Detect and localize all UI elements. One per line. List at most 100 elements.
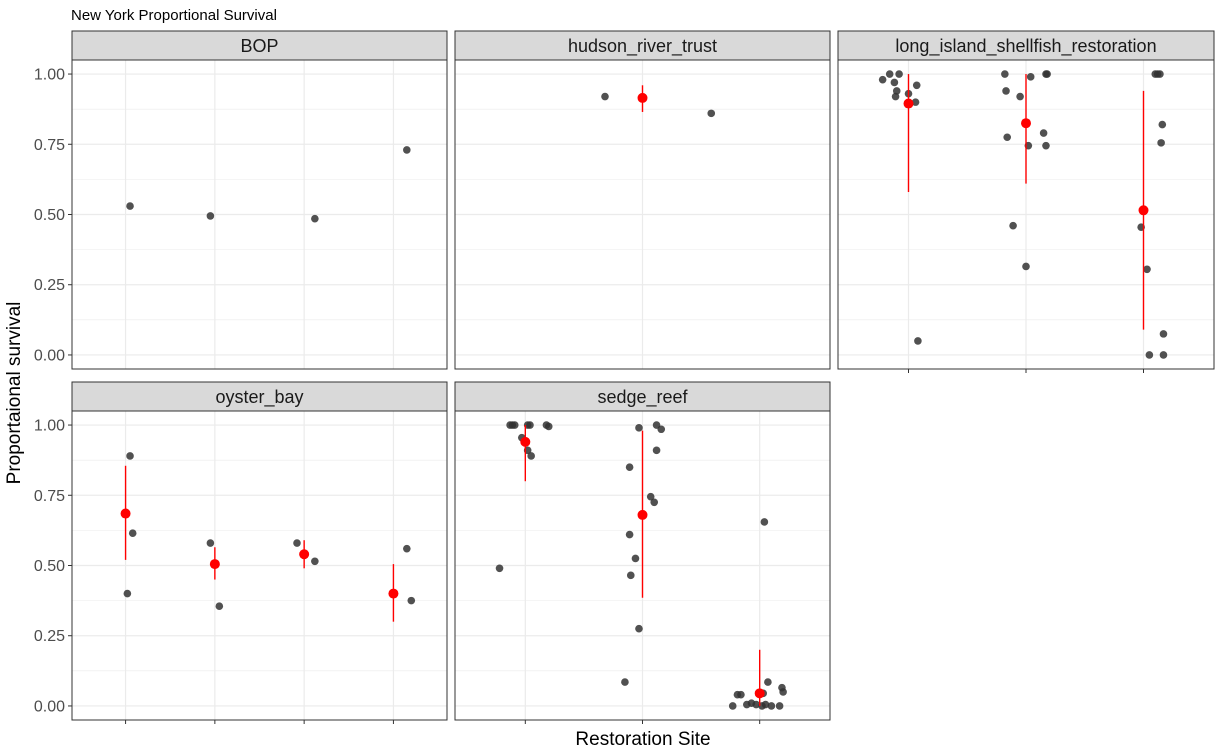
data-point xyxy=(752,700,760,709)
data-point xyxy=(311,214,319,223)
data-point xyxy=(885,70,894,78)
data-point xyxy=(1143,265,1151,274)
data-point xyxy=(206,212,215,220)
y-tick-label: 1.00 xyxy=(34,418,65,435)
panel-border xyxy=(454,59,831,370)
mean-point xyxy=(520,436,531,447)
y-tick-label: 0.50 xyxy=(34,558,65,575)
data-point xyxy=(293,539,301,547)
mean-point xyxy=(120,508,131,519)
data-point xyxy=(911,98,920,106)
data-point xyxy=(1026,73,1035,81)
data-point xyxy=(126,202,134,210)
data-point xyxy=(1159,330,1168,338)
data-point xyxy=(895,70,903,78)
data-point xyxy=(890,78,899,87)
y-axis-title: Proportaional survival xyxy=(4,302,25,485)
data-point xyxy=(1042,141,1050,150)
data-point xyxy=(631,554,640,563)
data-point xyxy=(621,678,629,686)
data-point xyxy=(767,702,776,710)
panel-sedge_reef: sedge_reef xyxy=(454,381,831,724)
facet-label: hudson_river_trust xyxy=(568,36,717,57)
data-point xyxy=(215,602,224,611)
data-point xyxy=(635,424,643,432)
data-point xyxy=(403,146,411,154)
mean-point xyxy=(1138,205,1149,216)
data-point xyxy=(601,92,609,101)
panel-BOP: BOP 0.00 0.25 0.50 0.75 1.00 xyxy=(34,30,448,370)
data-point xyxy=(760,518,769,526)
data-point xyxy=(707,109,716,118)
data-point xyxy=(775,702,784,710)
facet-strip xyxy=(454,381,831,412)
data-point xyxy=(657,425,666,434)
data-point xyxy=(914,337,922,345)
data-point xyxy=(912,81,921,90)
data-point xyxy=(1016,92,1024,101)
facet-label: BOP xyxy=(240,36,278,56)
grid xyxy=(72,60,447,369)
data-point xyxy=(650,498,659,507)
data-point xyxy=(407,596,416,605)
data-point xyxy=(126,452,134,460)
data-point xyxy=(1159,351,1168,359)
facet-label: sedge_reef xyxy=(597,387,688,408)
mean-point xyxy=(903,98,914,109)
data-point xyxy=(1039,129,1048,137)
data-point xyxy=(1157,139,1165,147)
data-point xyxy=(646,492,655,501)
data-point xyxy=(878,75,887,84)
data-point xyxy=(1002,87,1010,95)
facet-label: oyster_bay xyxy=(215,387,303,408)
data-point xyxy=(1009,221,1017,230)
data-point xyxy=(652,446,661,455)
y-tick-label: 0.75 xyxy=(34,137,65,154)
data-point xyxy=(544,422,553,431)
data-point xyxy=(1043,70,1051,78)
facet-strip xyxy=(454,30,831,61)
data-point xyxy=(311,557,319,566)
data-point xyxy=(206,539,215,547)
data-point xyxy=(891,92,900,101)
data-point xyxy=(1022,262,1030,271)
mean-point xyxy=(388,588,399,599)
data-point xyxy=(764,678,772,686)
panel-long_island_shellfish_restoration: long_island_shellfish_restoration xyxy=(837,30,1215,373)
data-point xyxy=(526,421,534,429)
y-tick-label: 0.00 xyxy=(34,698,65,715)
data-point xyxy=(510,421,519,429)
facet-strip xyxy=(71,381,448,412)
data-point xyxy=(635,624,643,633)
panels: BOP 0.00 0.25 0.50 0.75 1.00 hudson_river_trus… xyxy=(34,30,1215,724)
data-point xyxy=(123,589,132,598)
mean-point xyxy=(299,549,310,560)
facet-strip xyxy=(71,30,448,61)
data-point xyxy=(737,690,745,699)
mean-point xyxy=(637,509,648,520)
data-point xyxy=(1145,351,1154,359)
mean-point xyxy=(637,92,648,103)
mean-point xyxy=(1021,118,1031,129)
data-point xyxy=(128,529,137,537)
data-point xyxy=(728,702,737,710)
chart-title: New York Proportional Survival xyxy=(71,7,277,24)
y-tick-label: 0.00 xyxy=(34,347,65,364)
y-tick-label: 0.50 xyxy=(34,207,65,224)
mean-point xyxy=(209,559,220,570)
data-point xyxy=(1001,70,1009,78)
mean-point xyxy=(754,688,765,699)
x-axis-title: Restoration Site xyxy=(575,729,710,750)
panel-oyster_bay: oyster_bay 0.00 0.25 0.50 0.75 1.00 xyxy=(34,381,448,724)
data-point xyxy=(1003,133,1011,142)
y-tick-label: 0.25 xyxy=(34,628,65,645)
data-point xyxy=(1158,120,1167,129)
data-point xyxy=(403,544,411,553)
data-point xyxy=(495,564,504,573)
y-tick-label: 1.00 xyxy=(34,67,65,84)
data-point xyxy=(527,452,535,460)
data-point xyxy=(625,530,634,539)
data-point xyxy=(625,463,634,471)
facet-label: long_island_shellfish_restoration xyxy=(895,36,1156,57)
